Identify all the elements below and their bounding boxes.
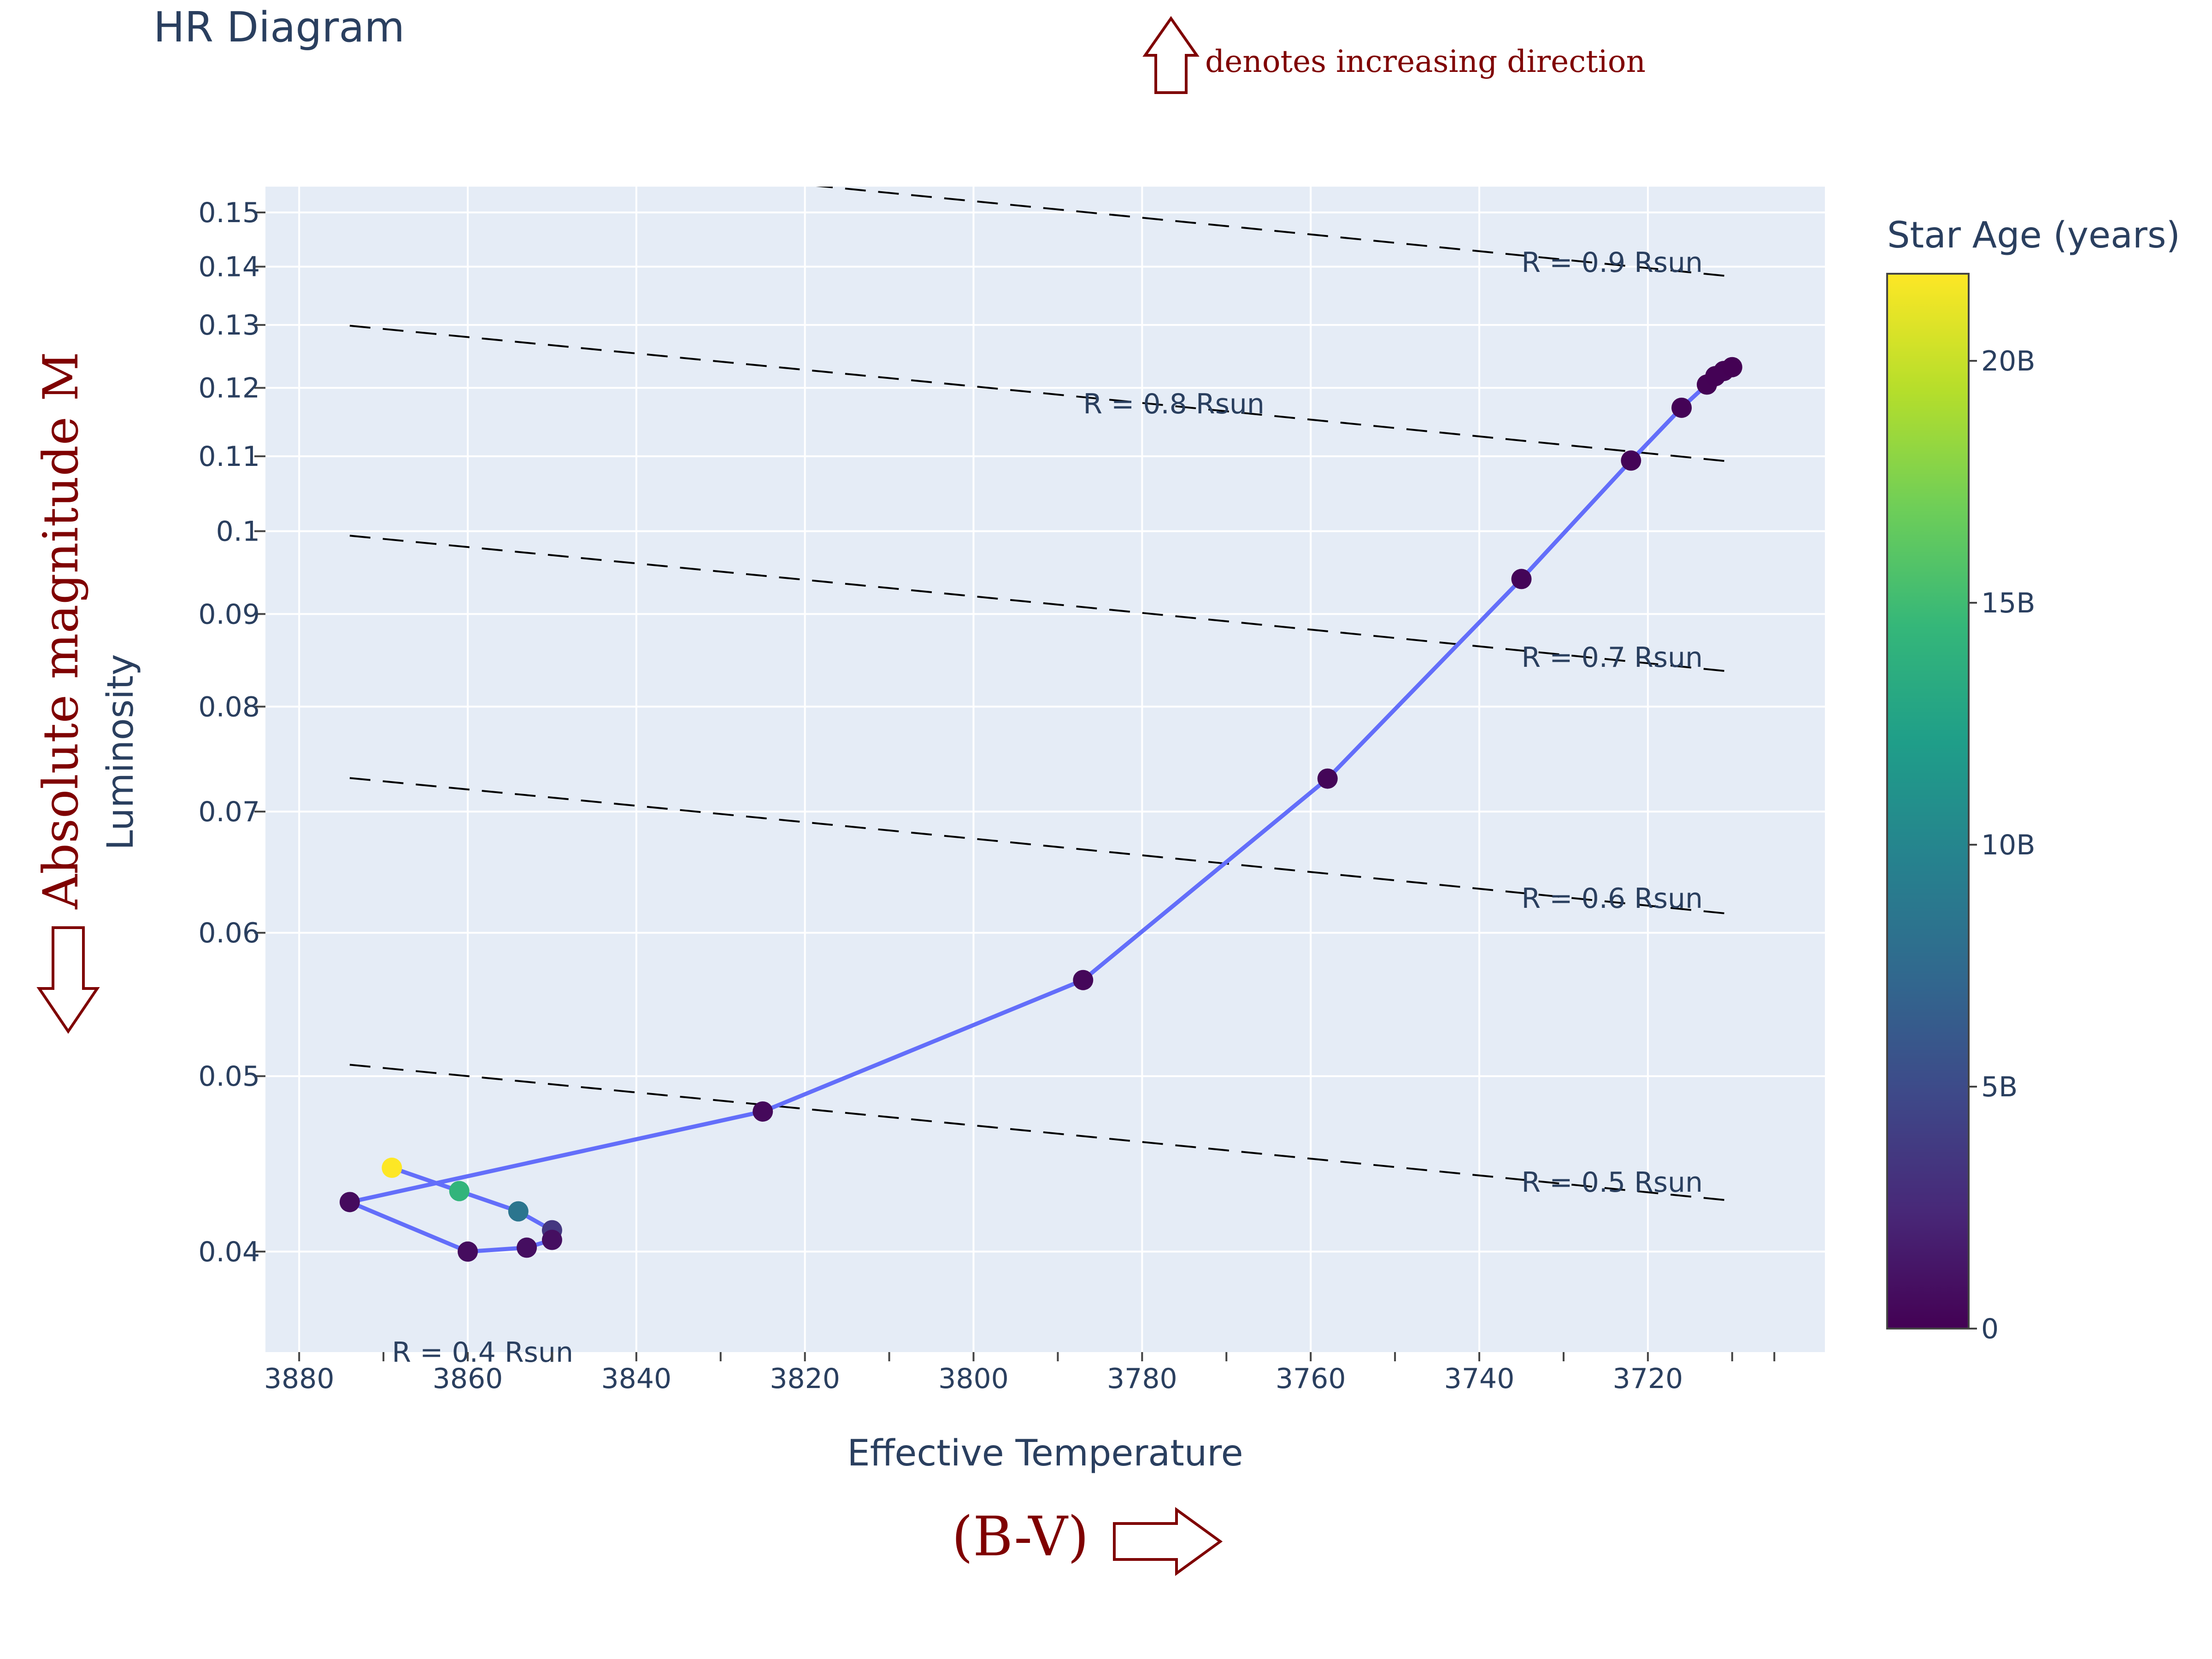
colorbar-ticks: 0 5B 10B 15B 20B (1969, 345, 2036, 1345)
star-marker (1671, 397, 1692, 418)
down-arrow-icon (36, 926, 100, 1034)
radius-label: R = 0.9 Rsun (1521, 247, 1703, 279)
radius-labels: R = 0.4 Rsun R = 0.5 Rsun R = 0.6 Rsun R = … (392, 247, 1703, 1369)
x-tick-label: 3760 (1276, 1363, 1346, 1395)
x-tick-label: 3720 (1613, 1363, 1683, 1395)
radius-label: R = 0.4 Rsun (392, 1336, 573, 1369)
y-tick-label: 0.15 (198, 197, 260, 229)
star-marker (339, 1192, 360, 1212)
star-marker (517, 1237, 537, 1258)
colorbar-tick-label: 5B (1981, 1071, 2018, 1103)
star-marker (541, 1230, 562, 1250)
radius-label: R = 0.5 Rsun (1521, 1166, 1703, 1199)
star-marker (458, 1241, 478, 1262)
x-axis-title: Effective Temperature (847, 1433, 1243, 1474)
radius-label: R = 0.7 Rsun (1521, 641, 1703, 674)
x-axis-ticks: 3880 3860 3840 3820 3800 3780 3760 3740 3720 (264, 1352, 1776, 1395)
y-tick-label: 0.04 (198, 1236, 260, 1268)
x-tick-label: 3880 (264, 1363, 335, 1395)
y-tick-label: 0.1 (216, 516, 260, 548)
colorbar (1886, 273, 1970, 1330)
x-direction-label: (B-V) (952, 1505, 1088, 1568)
gridlines (265, 187, 1825, 1352)
star-marker (449, 1181, 470, 1201)
star-marker (1073, 970, 1094, 990)
x-tick-label: 3840 (601, 1363, 671, 1395)
y-tick-label: 0.14 (198, 251, 260, 283)
star-marker (1511, 569, 1532, 589)
chart-title: HR Diagram (153, 3, 405, 52)
y-tick-label: 0.06 (198, 917, 260, 949)
colorbar-tick-label: 10B (1981, 829, 2036, 861)
x-tick-label: 3800 (938, 1363, 1009, 1395)
colorbar-tick-label: 0 (1981, 1313, 1999, 1345)
star-marker (1621, 450, 1641, 471)
y-tick-label: 0.09 (198, 598, 260, 630)
x-tick-label: 3820 (770, 1363, 840, 1395)
colorbar-tick-label: 15B (1981, 587, 2036, 619)
y-axis-title: Luminosity (100, 654, 141, 850)
y-axis-ticks: 0.04 0.05 0.06 0.07 0.08 0.09 0.1 0.11 0.12 0.13 0… (198, 197, 265, 1268)
star-marker (508, 1201, 529, 1222)
y-tick-label: 0.05 (198, 1060, 260, 1093)
colorbar-tick-label: 20B (1981, 345, 2036, 377)
x-tick-label: 3860 (433, 1363, 503, 1395)
star-markers (339, 357, 1742, 1262)
star-marker (753, 1101, 773, 1122)
y-tick-label: 0.07 (198, 796, 260, 828)
star-marker (1722, 357, 1742, 377)
up-arrow-icon (1142, 16, 1200, 94)
y-tick-label: 0.08 (198, 691, 260, 723)
radius-label: R = 0.8 Rsun (1083, 388, 1265, 420)
x-tick-label: 3740 (1444, 1363, 1515, 1395)
right-arrow-icon (1113, 1507, 1223, 1576)
colorbar-title: Star Age (years) (1887, 215, 2180, 256)
y-tick-label: 0.12 (198, 372, 260, 405)
star-marker (1317, 768, 1338, 789)
y-direction-label: Absolute magnitude M (33, 352, 89, 910)
direction-note: denotes increasing direction (1205, 44, 1646, 79)
star-marker (382, 1158, 402, 1178)
plot-area (265, 187, 1825, 1352)
y-tick-label: 0.13 (198, 309, 260, 341)
y-tick-label: 0.11 (198, 441, 260, 473)
radius-label: R = 0.6 Rsun (1521, 882, 1703, 915)
x-tick-label: 3780 (1107, 1363, 1177, 1395)
